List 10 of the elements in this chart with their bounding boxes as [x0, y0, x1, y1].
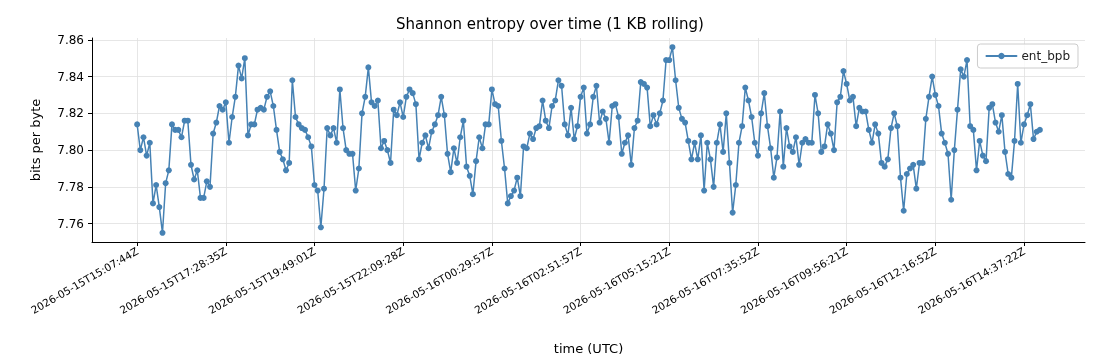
legend-label: ent_bpb [1021, 49, 1070, 63]
y-tick-label: 7.76 [57, 216, 84, 231]
y-tick-label: 7.86 [57, 32, 84, 47]
y-axis-title: bits per byte [28, 98, 43, 182]
y-tick-label: 7.78 [57, 179, 84, 194]
chart-title: Shannon entropy over time (1 KB rolling) [396, 14, 704, 33]
y-tick-label: 7.82 [57, 106, 84, 121]
x-axis-title: time (UTC) [553, 341, 624, 356]
y-tick-label: 7.84 [57, 69, 84, 84]
y-tick-label: 7.80 [57, 143, 84, 158]
